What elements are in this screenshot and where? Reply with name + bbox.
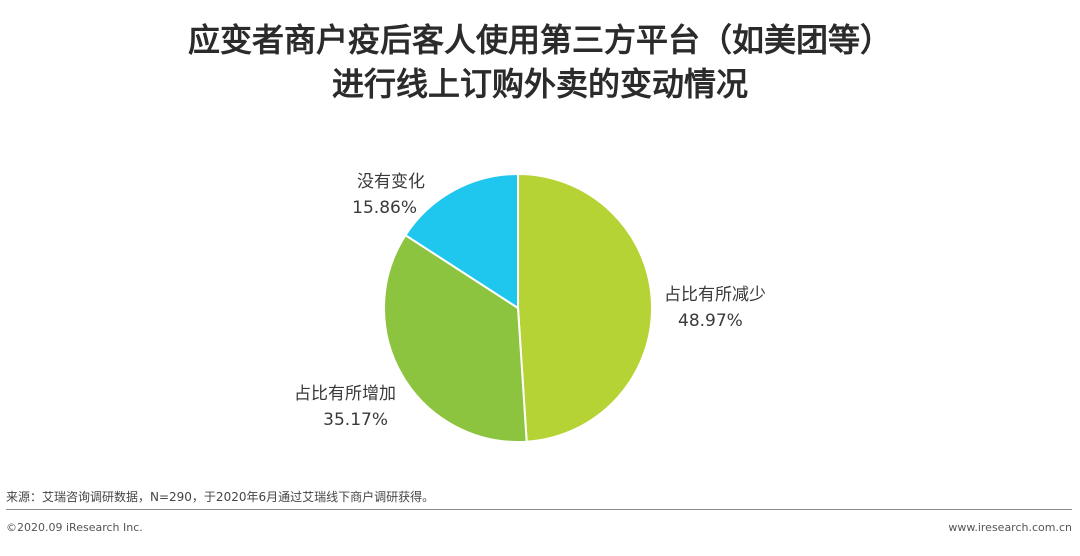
slice-label-3: 没有变化: [357, 172, 425, 192]
slice-value-2: 35.17%: [323, 410, 388, 430]
chart-title-line-1: 应变者商户疫后客人使用第三方平台（如美团等）: [187, 21, 892, 59]
pie-slices: [383, 172, 654, 443]
pie-chart: 占比有所减少 48.97% 占比有所增加 35.17% 没有变化 15.86%: [294, 172, 766, 443]
source-note: 来源：艾瑞咨询调研数据，N=290，于2020年6月通过艾瑞线下商户调研获得。: [6, 490, 435, 504]
chart-title-line-2: 进行线上订购外卖的变动情况: [331, 65, 748, 103]
footer-divider: [6, 509, 1072, 510]
pie-slice-3: [404, 172, 519, 310]
slice-value-3: 15.86%: [352, 198, 417, 218]
chart-title: 应变者商户疫后客人使用第三方平台（如美团等） 进行线上订购外卖的变动情况: [0, 18, 1080, 106]
slice-label-1: 占比有所减少: [664, 285, 766, 305]
slice-label-2: 占比有所增加: [294, 384, 396, 404]
slice-value-1: 48.97%: [678, 311, 743, 331]
copyright-text: ©2020.09 iResearch Inc.: [6, 521, 143, 534]
website-link[interactable]: www.iresearch.com.cn: [948, 521, 1072, 534]
pie-slice-1: [517, 172, 654, 443]
pie-labels: 占比有所减少 48.97% 占比有所增加 35.17% 没有变化 15.86%: [294, 172, 766, 430]
pie-slice-2: [383, 233, 528, 443]
